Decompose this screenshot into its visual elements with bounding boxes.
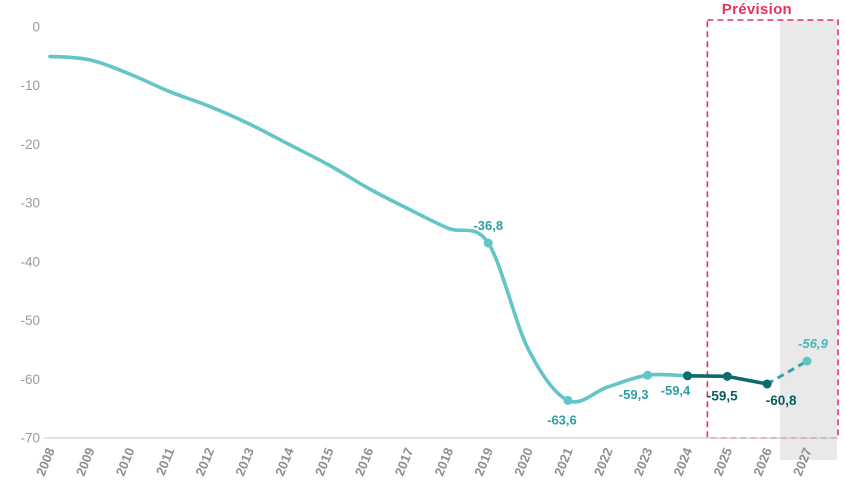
x-tick-label: 2017	[392, 446, 417, 478]
value-label-2021: -63,6	[547, 412, 577, 427]
x-tick-label: 2016	[352, 446, 377, 478]
value-label-2025: -59,5	[707, 388, 738, 403]
y-tick-label: -70	[20, 431, 40, 446]
value-label-2026: -60,8	[766, 393, 797, 408]
x-tick-label: 2010	[113, 446, 138, 478]
x-tick-label: 2022	[591, 446, 616, 478]
x-tick-label: 2008	[33, 446, 58, 478]
forecast-label: Prévision	[721, 1, 792, 18]
y-tick-label: 0	[32, 20, 40, 35]
y-tick-label: -10	[20, 78, 40, 93]
series-historical	[48, 54, 690, 404]
x-tick-label: 2025	[710, 446, 735, 478]
y-tick-label: -60	[20, 372, 40, 387]
y-tick-label: -30	[20, 196, 40, 211]
x-tick-label: 2023	[631, 446, 656, 478]
x-tick-label: 2012	[192, 446, 217, 478]
x-tick-label: 2020	[511, 446, 536, 478]
value-label-2027: -56,9	[798, 336, 828, 351]
x-tick-label: 2011	[153, 446, 177, 478]
data-point-2024	[682, 371, 692, 381]
value-label-2024: -59,4	[661, 383, 691, 398]
x-tick-label: 2014	[272, 445, 297, 478]
data-point-2025	[722, 371, 732, 381]
data-point-2023	[643, 370, 653, 380]
data-point-2027	[802, 356, 812, 366]
value-label-2019: -36,8	[473, 218, 503, 233]
x-tick-label: 2019	[471, 446, 496, 478]
y-tick-label: -20	[20, 137, 40, 152]
data-point-2019	[483, 238, 493, 248]
x-tick-label: 2018	[431, 446, 456, 478]
data-point-2026	[762, 379, 772, 389]
y-tick-label: -50	[20, 313, 40, 328]
data-point-2021	[563, 395, 573, 405]
x-tick-label: 2021	[551, 446, 576, 478]
forecast-band	[780, 20, 837, 460]
y-tick-label: -40	[20, 254, 40, 269]
x-tick-label: 2024	[671, 445, 696, 478]
x-tick-label: 2015	[312, 446, 337, 478]
x-tick-label: 2013	[232, 446, 257, 478]
x-tick-label: 2026	[750, 446, 775, 478]
value-label-2023: -59,3	[619, 387, 649, 402]
series-forecast-dashed	[766, 359, 808, 386]
x-tick-label: 2009	[73, 446, 98, 478]
